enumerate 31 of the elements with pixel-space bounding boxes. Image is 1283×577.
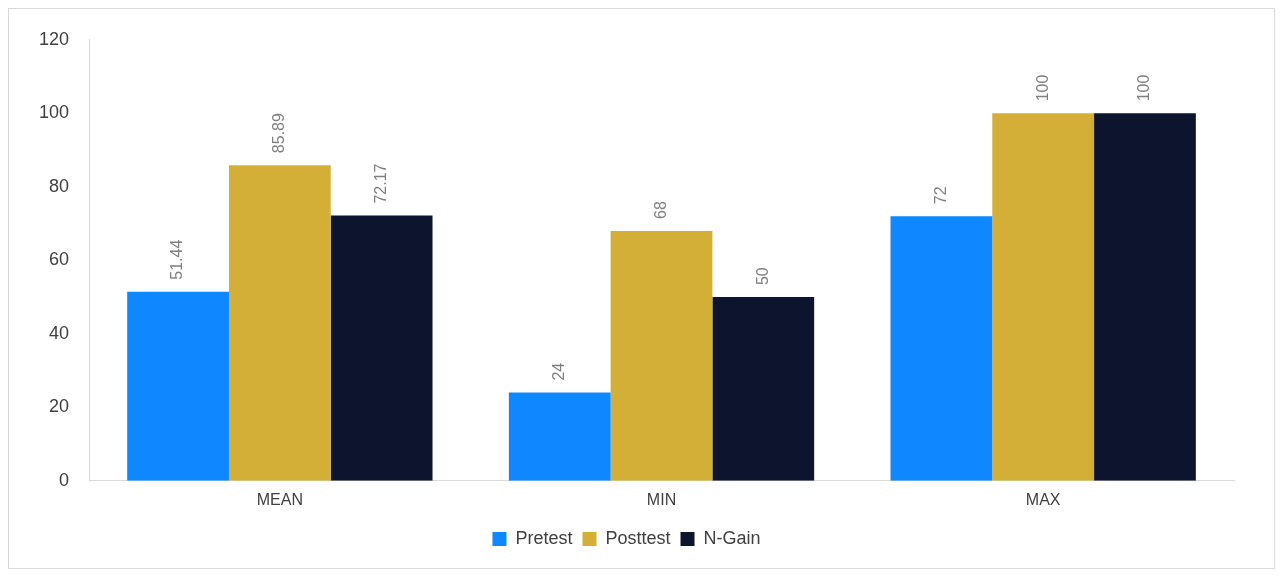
data-label: 72.17	[372, 163, 390, 204]
legend-label: Posttest	[605, 527, 671, 548]
data-label: 50	[753, 267, 771, 286]
y-tick-label: 20	[49, 396, 70, 417]
bar	[890, 216, 993, 481]
legend-label: Pretest	[515, 527, 573, 548]
data-label: 100	[1135, 74, 1153, 102]
bar	[508, 392, 611, 481]
y-tick-label: 60	[49, 249, 70, 270]
y-tick-label: 0	[59, 469, 70, 490]
y-tick-label: 100	[38, 102, 70, 123]
x-tick-label: MAX	[1025, 490, 1061, 508]
y-tick-label: 120	[38, 28, 70, 49]
bar	[992, 113, 1095, 481]
y-tick-label: 80	[49, 175, 70, 196]
bar	[127, 291, 229, 481]
bar	[1094, 113, 1196, 481]
data-label: 51.44	[168, 239, 186, 280]
data-label: 68	[651, 201, 669, 219]
bar	[228, 165, 331, 481]
bar	[330, 215, 433, 481]
bar	[712, 297, 815, 481]
x-tick-label: MEAN	[256, 490, 303, 508]
y-tick-label: 40	[49, 322, 70, 343]
data-label: 72	[931, 186, 949, 205]
data-label: 24	[550, 362, 568, 381]
data-label: 85.89	[270, 113, 288, 154]
x-tick-label: MIN	[646, 490, 677, 508]
data-label: 100	[1033, 74, 1051, 102]
legend-label: N-Gain	[703, 527, 761, 548]
bar	[610, 230, 713, 481]
